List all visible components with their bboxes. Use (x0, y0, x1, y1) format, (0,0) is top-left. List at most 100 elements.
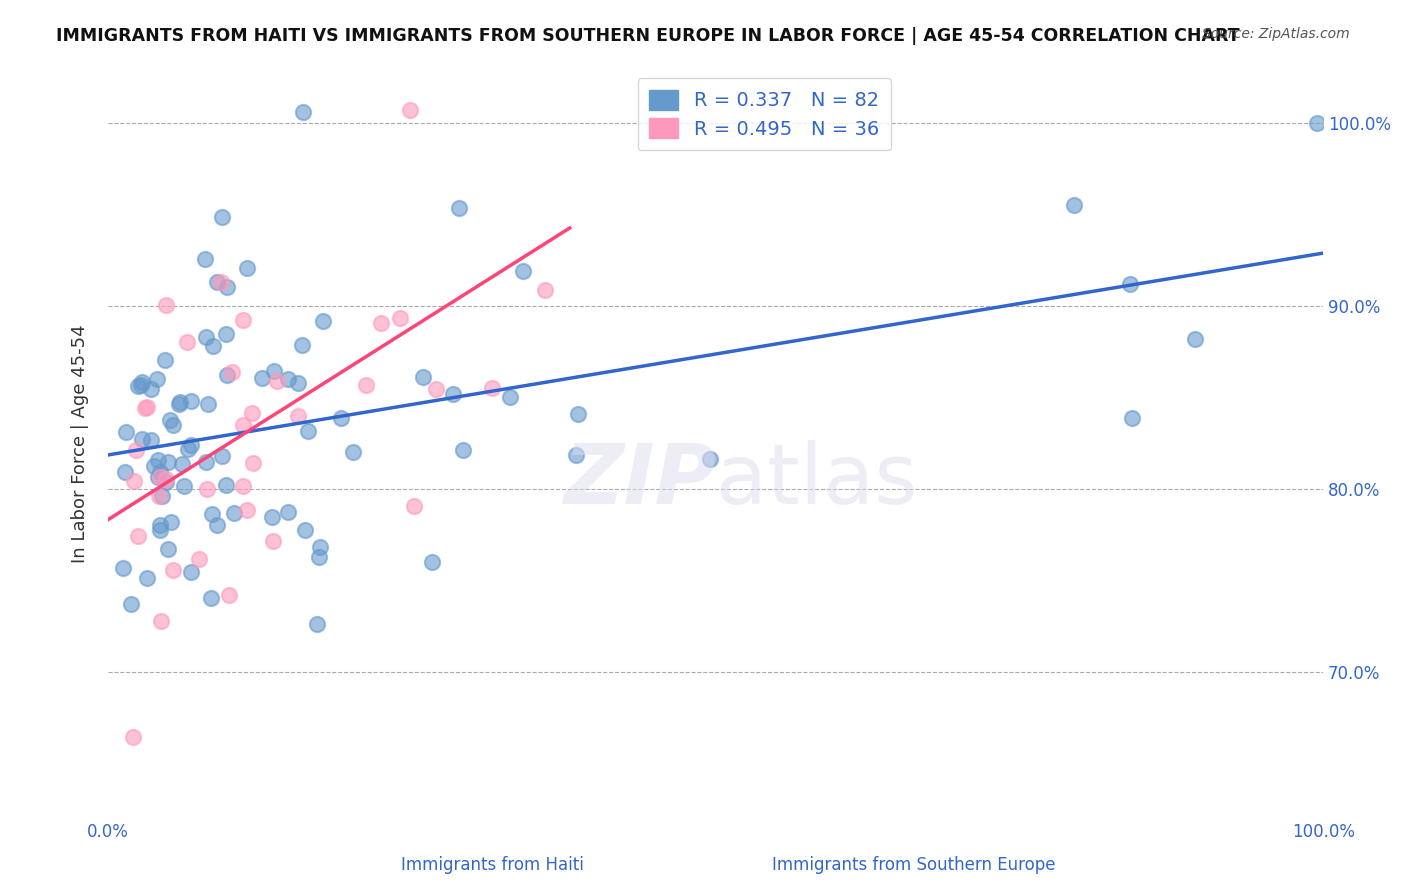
Legend: R = 0.337   N = 82, R = 0.495   N = 36: R = 0.337 N = 82, R = 0.495 N = 36 (637, 78, 891, 151)
Point (370, 316, 392, 330)
Point (156, 455, 179, 469)
Point (277, 505, 299, 519)
Point (148, 490, 170, 504)
Point (149, 523, 172, 537)
Point (187, 552, 209, 566)
Point (262, 533, 284, 548)
Text: Immigrants from Southern Europe: Immigrants from Southern Europe (772, 856, 1056, 874)
Point (236, 260, 259, 275)
Point (159, 413, 181, 427)
Point (221, 364, 243, 378)
Point (214, 478, 236, 492)
Point (149, 614, 172, 628)
Text: atlas: atlas (716, 441, 917, 522)
Point (146, 453, 169, 467)
Point (194, 252, 217, 267)
Point (127, 379, 149, 393)
Point (211, 450, 233, 464)
Point (512, 264, 534, 278)
Point (153, 353, 176, 368)
Point (141, 433, 163, 447)
Point (195, 455, 218, 469)
Point (124, 474, 146, 488)
Point (217, 368, 239, 383)
Point (242, 456, 264, 470)
Point (481, 381, 503, 395)
Point (235, 503, 257, 517)
Point (425, 382, 447, 396)
Point (224, 506, 246, 520)
Point (262, 509, 284, 524)
Point (534, 283, 557, 297)
Point (180, 438, 202, 452)
Point (232, 313, 254, 327)
Point (399, 103, 422, 117)
Point (195, 482, 218, 496)
Point (291, 337, 314, 351)
Point (250, 371, 273, 385)
Point (207, 276, 229, 290)
Point (1184, 332, 1206, 346)
Point (177, 442, 200, 456)
Point (266, 374, 288, 388)
Point (201, 507, 224, 521)
Point (412, 370, 434, 384)
Point (134, 401, 156, 416)
Point (309, 540, 332, 554)
Point (149, 470, 172, 484)
Point (120, 598, 142, 612)
Point (218, 588, 240, 602)
Point (173, 479, 195, 493)
Point (394, 29, 416, 44)
Point (217, 280, 239, 294)
Point (1119, 277, 1142, 291)
Point (277, 372, 299, 386)
Point (148, 469, 170, 483)
Point (308, 549, 330, 564)
Point (156, 542, 179, 557)
Point (155, 472, 177, 486)
Point (136, 401, 159, 415)
Point (564, 448, 586, 462)
Point (1306, 116, 1329, 130)
Point (240, 406, 263, 420)
Point (115, 425, 138, 439)
Point (453, 442, 475, 457)
Point (149, 465, 172, 479)
Point (131, 432, 153, 446)
Point (291, 105, 314, 120)
Point (420, 555, 443, 569)
Point (169, 396, 191, 410)
Point (155, 298, 177, 312)
Point (150, 489, 173, 503)
Point (209, 276, 232, 290)
Text: Immigrants from Haiti: Immigrants from Haiti (401, 856, 583, 874)
Point (131, 377, 153, 392)
Point (136, 571, 159, 585)
Point (155, 475, 177, 489)
Point (263, 364, 285, 378)
Point (447, 201, 470, 215)
Point (354, 378, 377, 392)
Point (169, 394, 191, 409)
Point (162, 563, 184, 577)
Point (112, 561, 135, 575)
Point (172, 457, 194, 471)
Point (180, 565, 202, 579)
Point (567, 407, 589, 421)
Text: ZIP: ZIP (562, 441, 716, 522)
Point (162, 417, 184, 432)
Point (180, 393, 202, 408)
Point (232, 418, 254, 433)
Y-axis label: In Labor Force | Age 45-54: In Labor Force | Age 45-54 (72, 324, 89, 563)
Point (297, 424, 319, 438)
Text: Source: ZipAtlas.com: Source: ZipAtlas.com (1202, 27, 1350, 41)
Point (121, 730, 143, 744)
Point (287, 409, 309, 424)
Point (211, 210, 233, 224)
Point (232, 479, 254, 493)
Point (311, 314, 333, 328)
Point (159, 515, 181, 529)
Point (499, 390, 522, 404)
Point (202, 339, 225, 353)
